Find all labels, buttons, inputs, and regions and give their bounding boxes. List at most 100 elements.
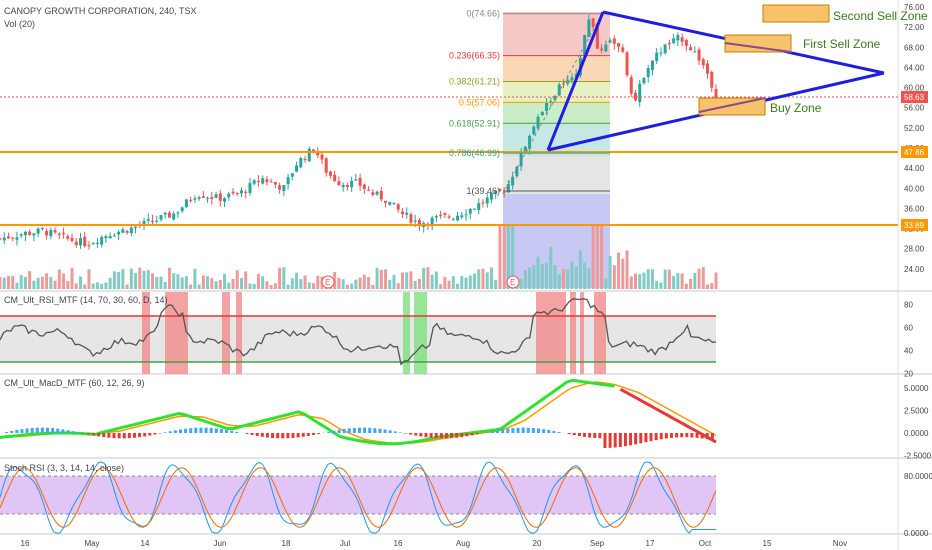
macd-hist-bar-135 <box>690 433 694 438</box>
volume-bar-117 <box>494 279 498 289</box>
candle-body-123 <box>519 151 523 167</box>
earnings-marker-2[interactable] <box>506 275 520 289</box>
earnings-markers[interactable]: E E <box>321 275 520 289</box>
volume-bar-137 <box>578 250 582 289</box>
candle-body-156 <box>659 52 663 54</box>
volume-bar-74 <box>312 283 316 289</box>
candle-body-112 <box>473 208 477 210</box>
earnings-marker-2-text: E <box>510 278 515 287</box>
volume-bar-141 <box>595 224 599 289</box>
time-axis[interactable]: 16 May 14 Jun 18 Jul 16 Aug 20 Sep 17 Oct 15 Nov <box>21 539 848 548</box>
volume-bar-124 <box>523 270 527 289</box>
macd-hist-bar-23 <box>117 433 121 439</box>
second-sell-zone-box[interactable] <box>762 4 830 23</box>
price-tick-label-13: 76.00 <box>904 3 925 12</box>
volume-bar-125 <box>528 267 532 289</box>
candle-body-19 <box>78 238 82 246</box>
macd-hist-bar-100 <box>511 428 515 433</box>
stoch-legend[interactable]: Stoch RSI (3, 3, 14, 14, close) <box>4 463 124 473</box>
candle-body-73 <box>307 148 311 162</box>
candle-body-96 <box>405 212 409 215</box>
volume-bar-75 <box>316 275 320 289</box>
macd-tick-2: 0.0000 <box>904 429 929 438</box>
stoch-tick-1: 0.0000 <box>904 529 929 538</box>
volume-bar-153 <box>646 269 650 289</box>
volume-bar-79 <box>333 271 337 289</box>
candle-body-114 <box>481 202 485 204</box>
volume-bar-121 <box>511 224 515 289</box>
volume-bar-40 <box>167 267 171 289</box>
candle-body-38 <box>159 215 163 220</box>
price-axis[interactable]: 24.0028.0032.0036.0040.0044.0048.0052.00… <box>904 3 932 538</box>
price-tick-label-10: 64.00 <box>904 63 925 72</box>
volume-bar-22 <box>91 283 95 289</box>
candle-body-15 <box>62 232 66 235</box>
macd-hist-bar-19 <box>97 433 101 437</box>
fibonacci-lines[interactable]: 0(74.66) 0.236(66.35) 0.382(61.21) 0.5(57.0… <box>449 9 610 196</box>
macd-tick-0: 5.0000 <box>904 384 929 393</box>
rsi-legend[interactable]: CM_Ult_RSI_MTF (14, 70, 30, 60, D, 14) <box>4 295 168 305</box>
volume-bar-42 <box>176 274 180 289</box>
candle-body-117 <box>494 190 498 195</box>
volume-bar-72 <box>303 275 307 289</box>
macd-hist-bar-88 <box>450 433 454 439</box>
volume-bar-148 <box>625 250 629 289</box>
annotation-zones[interactable]: Second Sell Zone First Sell Zone Buy Zon… <box>698 4 928 116</box>
candle-body-167 <box>706 63 710 74</box>
macd-hist-bar-66 <box>337 429 341 433</box>
macd-pane[interactable] <box>0 378 717 448</box>
volume-bar-57 <box>239 278 243 289</box>
time-tick-13: Nov <box>833 539 847 548</box>
candle-body-99 <box>417 219 421 227</box>
volume-bar-138 <box>583 262 587 289</box>
volume-bar-82 <box>345 284 349 289</box>
candle-body-168 <box>710 71 714 88</box>
rsi-stripe-9 <box>594 292 606 374</box>
macd-hist-bar-7 <box>35 427 39 433</box>
macd-hist-bar-115 <box>588 433 592 438</box>
volume-bar-6 <box>23 276 27 289</box>
rsi-pane[interactable] <box>0 298 717 366</box>
volume-bar-62 <box>261 276 265 289</box>
volume-bar-103 <box>434 271 438 289</box>
volume-legend[interactable]: Vol (20) <box>4 19 35 29</box>
candle-body-55 <box>231 191 235 194</box>
candle-body-3 <box>11 237 15 239</box>
macd-legend[interactable]: CM_Ult_MacD_MTF (60, 12, 26, 9) <box>4 378 145 388</box>
macd-hist-bar-39 <box>199 427 203 433</box>
time-tick-5: Jul <box>340 539 350 548</box>
volume-bar-128 <box>540 264 544 289</box>
earnings-marker-1[interactable] <box>321 275 335 289</box>
macd-hist-bar-123 <box>629 433 633 446</box>
price-tick-label-8: 56.00 <box>904 104 925 113</box>
macd-hist-bar-111 <box>567 433 571 435</box>
volume-bar-35 <box>146 270 150 289</box>
volume-bar-142 <box>600 224 604 289</box>
macd-hist-bar-55 <box>281 433 285 439</box>
volume-bar-16 <box>66 281 70 289</box>
symbol-title[interactable]: CANOPY GROWTH CORPORATION, 240, TSX <box>4 6 197 16</box>
volume-bar-4 <box>15 282 19 289</box>
candle-body-82 <box>345 185 349 188</box>
candle-body-92 <box>388 201 392 205</box>
candle-body-20 <box>83 236 87 247</box>
candle-body-69 <box>290 173 294 177</box>
macd-tick-3: -2.5000 <box>904 452 932 461</box>
macd-hist-bar-114 <box>583 433 587 437</box>
candle-body-32 <box>134 226 138 228</box>
time-tick-3: Jun <box>214 539 227 548</box>
rsi-stripe-4 <box>403 292 410 374</box>
first-sell-zone-label: First Sell Zone <box>803 37 881 51</box>
candle-body-148 <box>625 52 629 76</box>
candle-body-98 <box>413 220 417 222</box>
left-trendline[interactable] <box>546 11 605 151</box>
volume-bar-69 <box>290 278 294 289</box>
volume-bar-52 <box>218 280 222 289</box>
stoch-pane[interactable] <box>0 461 717 534</box>
macd-hist-bar-113 <box>577 433 581 437</box>
candle-body-10 <box>40 228 44 230</box>
candle-body-62 <box>261 178 265 184</box>
candle-body-165 <box>697 49 701 61</box>
candle-body-109 <box>460 215 464 218</box>
